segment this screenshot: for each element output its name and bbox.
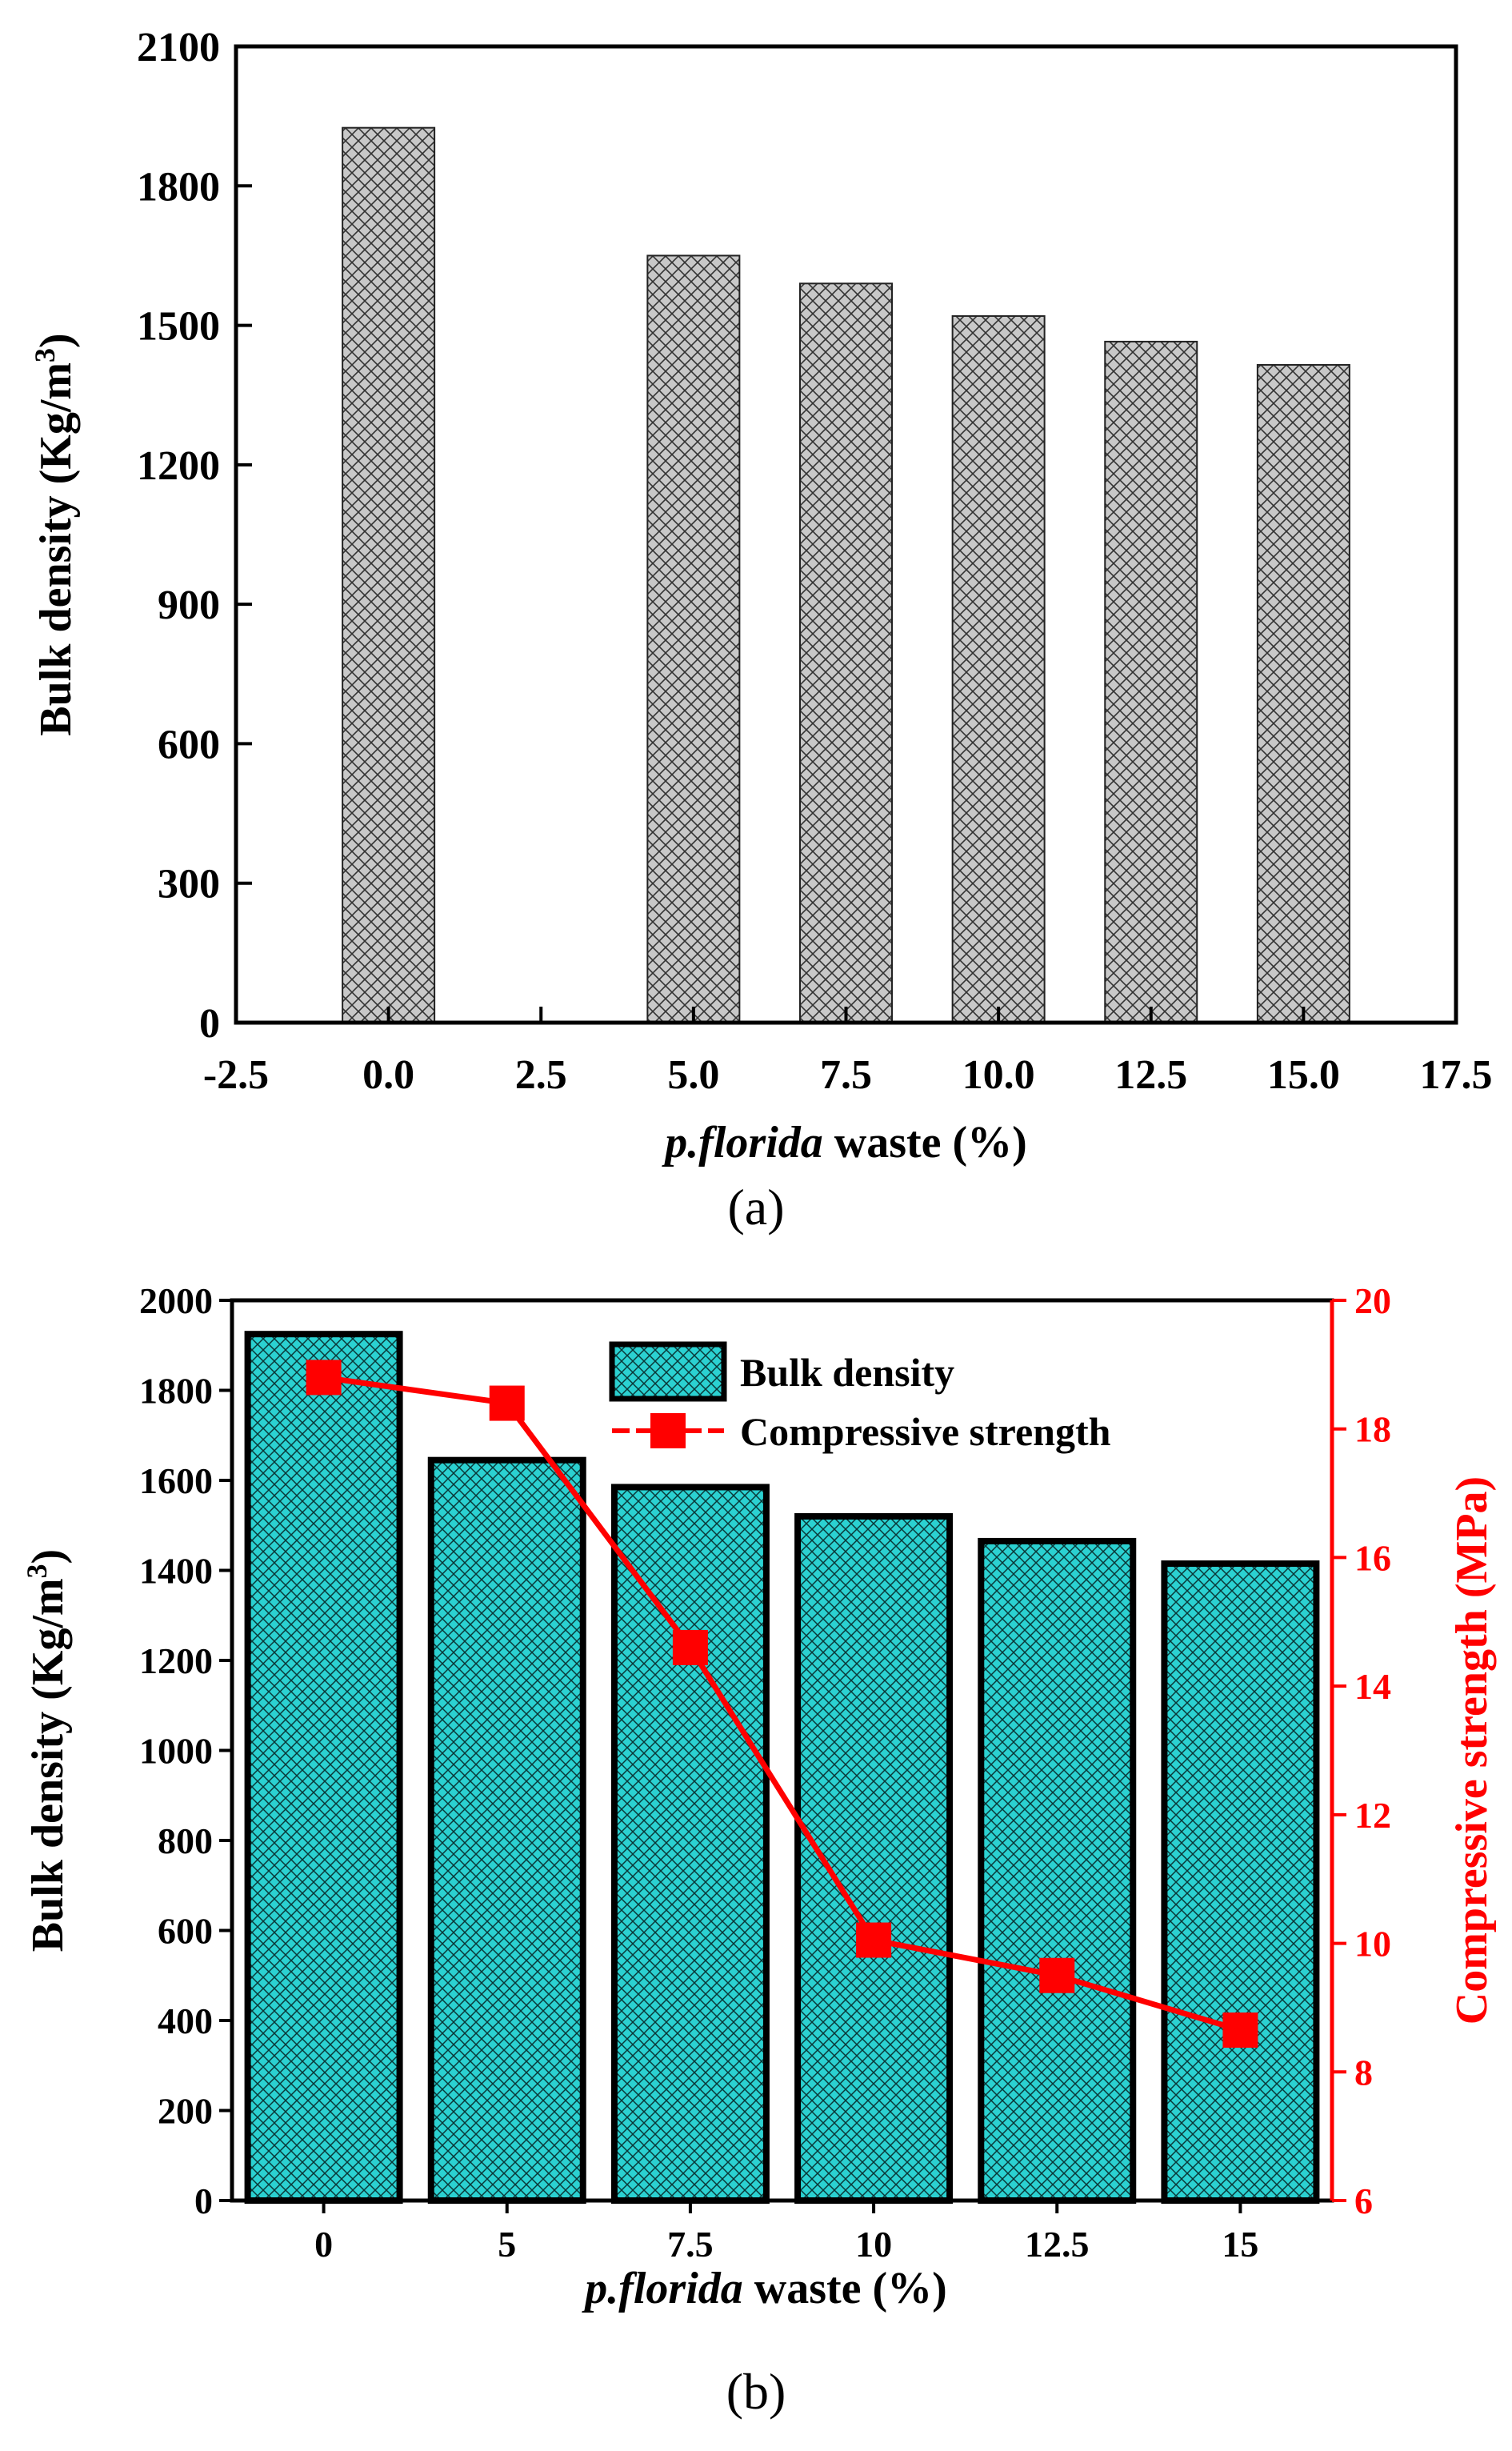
b-bar-2 [610,1484,770,2204]
b-left-tick-label-7: 1400 [139,1551,213,1592]
b-x-axis-title-italic: p.florida [582,2264,743,2313]
a-y-tick-label-6: 1800 [137,164,220,210]
b-legend: Bulk density Compressive strength [609,1341,1111,1454]
b-right-tick-label-0: 6 [1354,2181,1373,2221]
a-x-tick-label-0: -2.5 [203,1052,269,1098]
b-x-axis-title-rest: waste (%) [743,2264,947,2313]
b-strength-marker-3 [856,1922,892,1958]
b-strength-series [306,1360,1258,2049]
a-y-tick-label-0: 0 [199,1001,220,1047]
b-left-tick-label-8: 1600 [139,1460,213,1501]
a-y-tick-label-2: 600 [158,722,220,767]
a-bar-2 [799,282,893,1023]
b-right-tick-label-5: 16 [1354,1537,1391,1578]
b-left-tick-label-3: 600 [158,1911,213,1952]
a-y-axis-title-main: Bulk density (Kg/m [31,362,81,736]
b-caption: (b) [726,2363,786,2420]
a-x-tick-label-1: 0.0 [362,1052,414,1098]
b-strength-marker-2 [672,1629,708,1665]
b-right-tick-label-6: 18 [1354,1409,1391,1450]
a-x-tick-label-3: 5.0 [667,1052,719,1098]
a-x-axis-title: p.florida waste (%) [662,1118,1027,1167]
b-strength-marker-1 [489,1385,525,1421]
a-x-tick-label-7: 15.0 [1267,1052,1340,1098]
a-y-tick-label-5: 1500 [137,304,220,350]
b-right-tick-label-4: 14 [1354,1666,1391,1707]
a-x-axis-title-italic: p.florida [662,1118,823,1167]
b-bar-5 [1161,1560,1320,2204]
b-bars [244,1331,1320,2204]
b-left-tick-label-4: 800 [158,1820,213,1861]
a-y-tick-label-3: 900 [158,583,220,628]
b-x-tick-label-3: 10 [855,2224,892,2265]
a-y-tick-label-1: 300 [158,862,220,907]
b-left-tick-label-9: 1800 [139,1371,213,1412]
b-bar-1 [427,1456,586,2204]
b-x-axis-ticks: 0 5 7.5 10 12.5 15 [314,2201,1258,2265]
legend-marker-compressive-strength [650,1413,686,1448]
a-x-tick-label-5: 10.0 [962,1052,1035,1098]
chart-a: 0 300 600 900 1200 1500 1800 2100 -2.5 0.0 2.5 5.0… [29,25,1493,1236]
b-right-tick-label-2: 10 [1354,1924,1391,1964]
b-left-tick-label-6: 1200 [139,1640,213,1681]
b-strength-marker-0 [306,1360,342,1396]
b-left-axis-title: Bulk density (Kg/m3) [21,1549,73,1952]
a-x-tick-label-6: 12.5 [1114,1052,1187,1098]
b-x-tick-label-0: 0 [314,2224,333,2265]
b-left-tick-label-0: 0 [194,2181,213,2221]
b-right-tick-label-3: 12 [1354,1795,1391,1836]
a-bars [342,126,1350,1024]
a-bar-0 [342,126,436,1024]
b-x-axis-title: p.florida waste (%) [582,2264,947,2313]
a-y-tick-label-4: 1200 [137,443,220,489]
b-x-tick-label-4: 12.5 [1025,2224,1090,2265]
b-left-tick-label-10: 2000 [139,1280,213,1321]
a-y-axis-title-sup: 3 [29,348,61,362]
a-bar-1 [646,254,741,1023]
a-y-axis-ticks: 0 300 600 900 1200 1500 1800 2100 [137,25,252,1047]
b-strength-line [323,1374,1242,2033]
b-right-tick-label-1: 8 [1354,2052,1373,2093]
a-y-tick-label-7: 2100 [137,25,220,70]
a-x-tick-label-4: 7.5 [820,1052,872,1098]
a-bar-3 [951,314,1046,1023]
b-left-axis-title-sup: 3 [21,1564,53,1578]
a-y-axis-title-close: ) [31,333,81,348]
b-bar-4 [978,1537,1137,2204]
b-left-tick-label-5: 1000 [139,1731,213,1772]
a-y-axis-title: Bulk density (Kg/m3) [29,333,81,735]
a-x-axis-ticks: -2.5 0.0 2.5 5.0 7.5 10.0 12.5 15.0 17.5 [203,1007,1493,1098]
a-x-tick-label-8: 17.5 [1420,1052,1493,1098]
b-left-tick-label-2: 400 [158,2000,213,2041]
b-bar-0 [244,1331,403,2204]
legend-swatch-bulk-density [609,1341,727,1402]
a-bar-4 [1104,340,1198,1023]
b-right-tick-label-7: 20 [1354,1280,1391,1321]
b-right-axis-title: Compressive strength (MPa) [1447,1476,1497,2024]
b-x-tick-label-5: 15 [1222,2224,1258,2265]
legend-label-bulk-density: Bulk density [740,1350,954,1395]
b-x-tick-label-2: 7.5 [667,2224,714,2265]
b-left-tick-label-1: 200 [158,2091,213,2132]
b-strength-marker-5 [1222,2012,1258,2049]
b-x-tick-label-1: 5 [498,2224,516,2265]
legend-label-compressive-strength: Compressive strength [740,1409,1111,1454]
b-left-axis-title-main: Bulk density (Kg/m [23,1578,73,1952]
b-left-axis-title-close: ) [23,1549,73,1564]
b-strength-marker-4 [1039,1957,1075,1993]
a-x-tick-label-2: 2.5 [515,1052,567,1098]
a-caption: (a) [727,1179,784,1236]
b-right-axis-ticks: 6 8 10 12 14 16 18 20 [1332,1280,1391,2221]
a-bar-5 [1256,363,1350,1023]
a-x-axis-title-rest: waste (%) [823,1118,1027,1167]
b-left-axis-ticks: 0 200 400 600 800 1000 1200 1400 1600 1800 2000 [139,1280,232,2221]
